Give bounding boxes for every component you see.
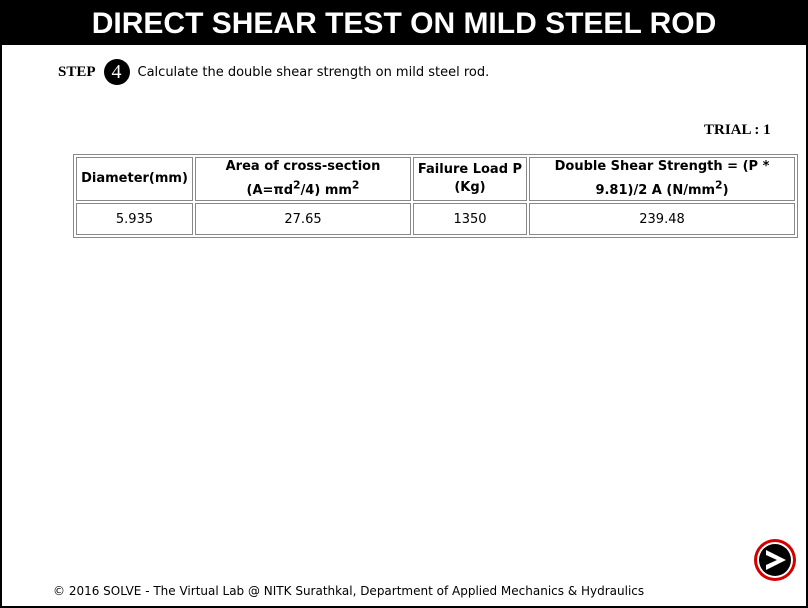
cell-diameter: 5.935 [76, 203, 193, 235]
header-shear-line1: Double Shear Strength = (P * [554, 159, 770, 175]
header-failure-load-line2: (Kg) [454, 180, 486, 195]
table-row: 5.935 27.65 1350 239.48 [76, 203, 795, 235]
step-number-badge: 4 [103, 59, 130, 85]
next-arrow-icon [754, 539, 796, 581]
header-area-line1: Area of cross-section [225, 159, 381, 175]
header-area-formula-part: (A=πd [246, 182, 294, 198]
header-shear-unit-exponent: 2 [715, 178, 723, 192]
header-diameter: Diameter(mm) [76, 157, 193, 201]
step-instruction-row: STEP 4 Calculate the double shear streng… [58, 59, 489, 85]
results-table: Diameter(mm) Area of cross-section (A=πd… [73, 154, 798, 238]
header-shear-close: ) [722, 182, 729, 198]
next-button[interactable] [753, 538, 797, 582]
header-area-line2: (A=πd2/4) mm2 [246, 178, 360, 198]
cell-failure-load: 1350 [413, 203, 527, 235]
step-label: STEP [58, 63, 96, 80]
cell-double-shear-strength: 239.48 [529, 203, 795, 235]
trial-label: TRIAL : 1 [704, 122, 771, 138]
header-area-unit-part: /4) mm [300, 182, 352, 198]
footer-copyright: © 2016 SOLVE - The Virtual Lab @ NITK Su… [53, 584, 645, 598]
header-shear-formula-part: 9.81)/2 A (N/mm [595, 182, 716, 198]
cell-area: 27.65 [195, 203, 411, 235]
page-title: DIRECT SHEAR TEST ON MILD STEEL ROD [2, 2, 806, 45]
header-shear-line2: 9.81)/2 A (N/mm2) [595, 178, 729, 198]
step-instruction-text: Calculate the double shear strength on m… [137, 64, 490, 80]
header-area: Area of cross-section (A=πd2/4) mm2 [195, 157, 411, 201]
header-failure-load-line1: Failure Load P [417, 162, 523, 177]
header-failure-load: Failure Load P (Kg) [413, 157, 527, 201]
header-area-unit-exponent: 2 [351, 178, 360, 192]
header-double-shear-strength: Double Shear Strength = (P * 9.81)/2 A (… [529, 157, 795, 201]
table-header-row: Diameter(mm) Area of cross-section (A=πd… [76, 157, 795, 201]
header-area-exponent: 2 [293, 178, 301, 192]
